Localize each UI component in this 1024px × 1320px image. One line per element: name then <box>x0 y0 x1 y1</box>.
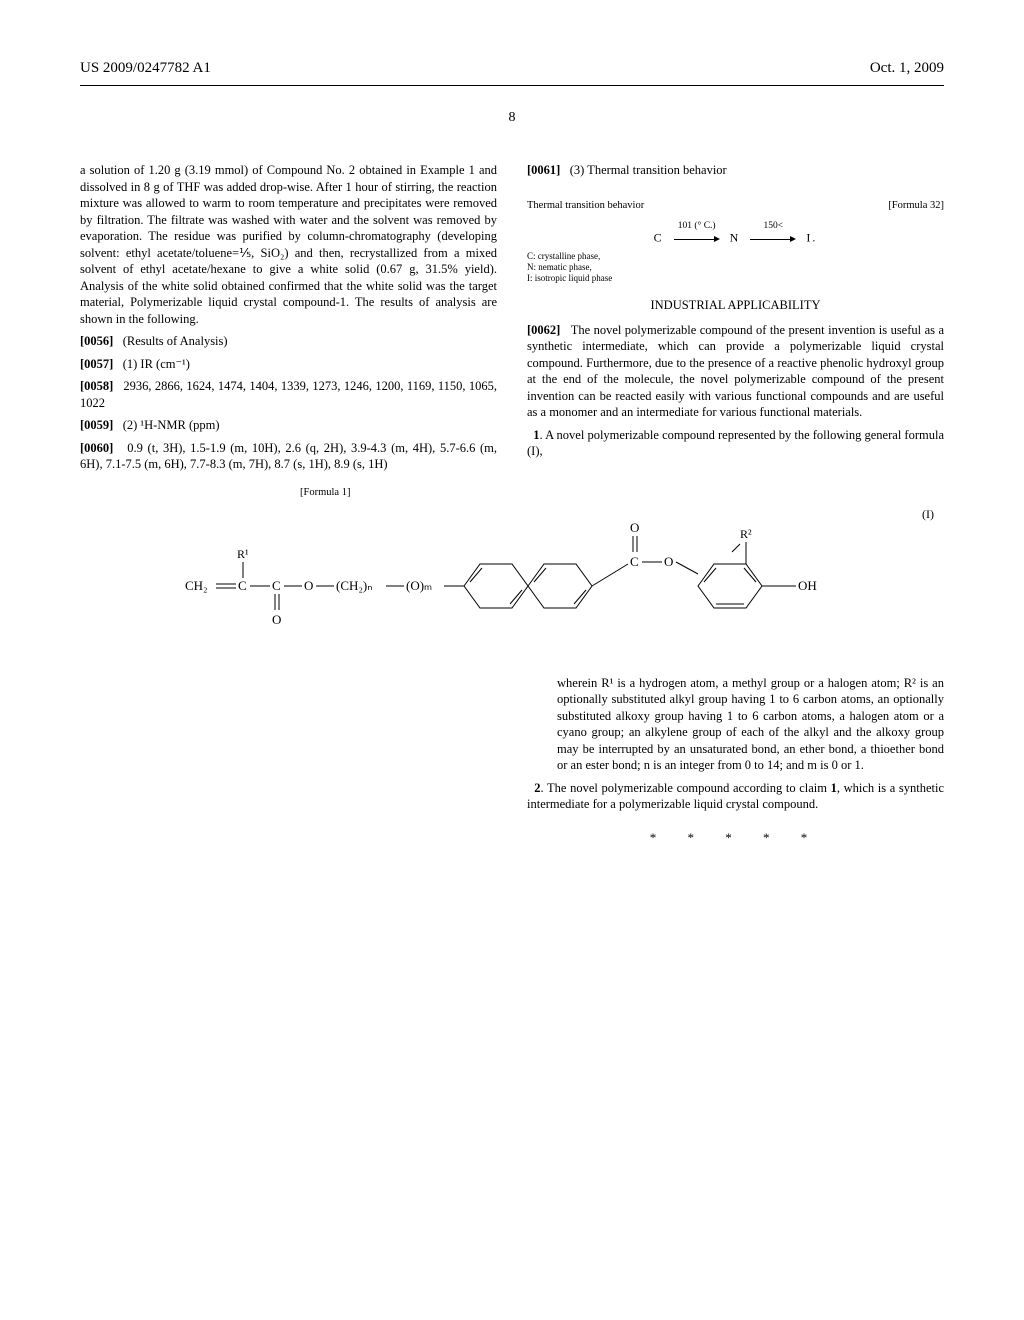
thermal-caption: Thermal transition behavior <box>527 199 644 213</box>
para-0058: [0058] 2936, 2866, 1624, 1474, 1404, 133… <box>80 378 497 411</box>
svg-text:C: C <box>272 578 281 593</box>
publication-date: Oct. 1, 2009 <box>870 60 944 77</box>
formula-32-header: Thermal transition behavior [Formula 32] <box>527 199 944 213</box>
formula-1-label: [Formula 1] <box>300 487 944 498</box>
arrow-2: 150< <box>745 220 801 247</box>
svg-text:O: O <box>272 612 281 627</box>
para-text: (1) IR (cm⁻¹) <box>123 357 190 371</box>
right-column: [0061] (3) Thermal transition behavior T… <box>527 162 944 473</box>
claim-1-lead: 1. A novel polymerizable compound repres… <box>527 427 944 460</box>
svg-text:CH₂: CH₂ <box>185 578 208 593</box>
para-text: (3) Thermal transition behavior <box>570 163 727 177</box>
svg-text:C: C <box>238 578 247 593</box>
arrow-1: 101 (° C.) <box>669 220 725 247</box>
para-number: [0057] <box>80 357 113 371</box>
formula-I-label: (I) <box>922 507 934 521</box>
formula-1-block: [Formula 1] (I) CH₂ C R¹ C O O (C <box>80 487 944 655</box>
para-text: 2936, 2866, 1624, 1474, 1404, 1339, 1273… <box>80 379 497 410</box>
chemical-structure-svg: (I) CH₂ C R¹ C O O (CH₂)ₙ (O)ₘ <box>80 500 940 650</box>
end-stars: * * * * * <box>527 829 944 846</box>
body-columns: a solution of 1.20 g (3.19 mmol) of Comp… <box>80 162 944 473</box>
para-number: [0062] <box>527 323 560 337</box>
thermal-transition-diagram: C 101 (° C.) N 150< I. <box>527 220 944 247</box>
intro-paragraph: a solution of 1.20 g (3.19 mmol) of Comp… <box>80 162 497 327</box>
svg-text:(CH₂)ₙ: (CH₂)ₙ <box>336 578 372 593</box>
para-text: 0.9 (t, 3H), 1.5-1.9 (m, 10H), 2.6 (q, 2… <box>80 441 497 472</box>
claim-2: 2. The novel polymerizable compound acco… <box>527 780 944 813</box>
publication-number: US 2009/0247782 A1 <box>80 60 211 77</box>
para-number: [0061] <box>527 163 560 177</box>
phase-c: C <box>654 231 664 245</box>
wherein-clause: wherein R¹ is a hydrogen atom, a methyl … <box>557 675 944 774</box>
para-0057: [0057] (1) IR (cm⁻¹) <box>80 356 497 373</box>
svg-text:C: C <box>630 554 639 569</box>
formula-32-label: [Formula 32] <box>888 199 944 213</box>
section-heading: INDUSTRIAL APPLICABILITY <box>527 297 944 314</box>
claim-1-text: . A novel polymerizable compound represe… <box>527 428 944 459</box>
svg-text:(O)ₘ: (O)ₘ <box>406 578 432 593</box>
arrow-icon <box>674 231 720 247</box>
para-0060: [0060] 0.9 (t, 3H), 1.5-1.9 (m, 10H), 2.… <box>80 440 497 473</box>
phase-i: I. <box>806 231 817 245</box>
para-text: (Results of Analysis) <box>123 334 228 348</box>
patent-page: US 2009/0247782 A1 Oct. 1, 2009 8 a solu… <box>0 0 1024 886</box>
legend-n: N: nematic phase, <box>527 262 944 273</box>
svg-text:O: O <box>304 578 313 593</box>
svg-text:R¹: R¹ <box>237 547 249 561</box>
left-column: a solution of 1.20 g (3.19 mmol) of Comp… <box>80 162 497 473</box>
para-0061: [0061] (3) Thermal transition behavior <box>527 162 944 179</box>
para-0056: [0056] (Results of Analysis) <box>80 333 497 350</box>
legend: C: crystalline phase, N: nematic phase, … <box>527 251 944 283</box>
svg-text:OH: OH <box>798 578 817 593</box>
para-number: [0056] <box>80 334 113 348</box>
svg-text:O: O <box>630 520 639 535</box>
para-number: [0060] <box>80 441 113 455</box>
claim-tail-columns: wherein R¹ is a hydrogen atom, a methyl … <box>80 675 944 846</box>
legend-i: I: isotropic liquid phase <box>527 273 944 284</box>
para-text: (2) ¹H-NMR (ppm) <box>123 418 220 432</box>
svg-text:O: O <box>664 554 673 569</box>
legend-c: C: crystalline phase, <box>527 251 944 262</box>
svg-text:R²: R² <box>740 527 752 541</box>
para-0059: [0059] (2) ¹H-NMR (ppm) <box>80 417 497 434</box>
claims-col: wherein R¹ is a hydrogen atom, a methyl … <box>527 675 944 846</box>
claim-2-text: . The novel polymerizable compound accor… <box>541 781 831 795</box>
para-text: The novel polymerizable compound of the … <box>527 323 944 420</box>
header-divider <box>80 85 944 86</box>
para-0062: [0062] The novel polymerizable compound … <box>527 322 944 421</box>
para-number: [0059] <box>80 418 113 432</box>
phase-n: N <box>730 231 741 245</box>
page-header: US 2009/0247782 A1 Oct. 1, 2009 <box>80 60 944 77</box>
para-number: [0058] <box>80 379 113 393</box>
arrow-icon <box>750 231 796 247</box>
page-number: 8 <box>80 110 944 126</box>
spacer-col <box>80 675 497 846</box>
